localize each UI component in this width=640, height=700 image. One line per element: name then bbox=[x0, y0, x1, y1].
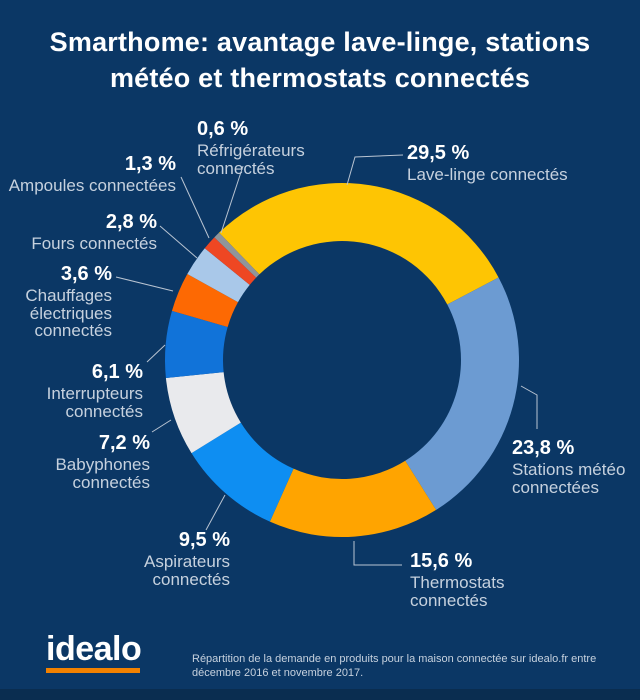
label-aspirateurs: 9,5 % Aspirateurs connectés bbox=[144, 529, 230, 588]
percent-aspirateurs: 9,5 % bbox=[178, 529, 230, 551]
donut-slice-aspirateurs bbox=[191, 422, 294, 522]
leader-line-lave-linge bbox=[346, 154, 404, 186]
donut-slices bbox=[165, 183, 520, 538]
leader-line-interrupteurs bbox=[146, 344, 166, 363]
leader-line-babyphones bbox=[151, 419, 172, 433]
category-chauffages: Chauffages électriques connectés bbox=[25, 286, 112, 340]
leader-line-ampoules bbox=[180, 176, 210, 239]
donut-slice-thermostats bbox=[269, 460, 437, 538]
percent-fours: 2,8 % bbox=[105, 211, 157, 233]
donut-slice-chauffages bbox=[171, 273, 238, 327]
label-refrigerateurs: 0,6 % Réfrigérateurs connectés bbox=[197, 118, 305, 177]
percent-interrupteurs: 6,1 % bbox=[91, 361, 143, 383]
leader-line-fours bbox=[159, 225, 198, 259]
donut-slice-fours bbox=[187, 248, 250, 303]
category-refrigerateurs: Réfrigérateurs connectés bbox=[197, 141, 305, 178]
label-fours: 2,8 % Fours connectés bbox=[31, 211, 157, 253]
percent-lave-linge: 29,5 % bbox=[407, 142, 470, 164]
leader-lines bbox=[115, 154, 538, 566]
label-stations-meteo: 23,8 % Stations météo connectées bbox=[512, 437, 625, 496]
label-thermostats: 15,6 % Thermostats connectés bbox=[410, 550, 504, 609]
leader-line-aspirateurs bbox=[205, 494, 226, 531]
donut-slice-lave-linge bbox=[219, 183, 499, 305]
category-stations-meteo: Stations météo connectées bbox=[512, 460, 626, 497]
leader-line-thermostats bbox=[353, 541, 402, 566]
percent-babyphones: 7,2 % bbox=[98, 432, 150, 454]
percent-thermostats: 15,6 % bbox=[410, 550, 473, 572]
label-lave-linge: 29,5 % Lave-linge connectés bbox=[407, 142, 568, 184]
donut-slice-stations-meteo bbox=[405, 277, 520, 510]
category-thermostats: Thermostats connectés bbox=[410, 573, 505, 610]
title-line-1: Smarthome: avantage lave-linge, stations bbox=[49, 27, 591, 57]
footer: idealo Répartition de la demande en prod… bbox=[0, 626, 640, 700]
category-babyphones: Babyphones connectés bbox=[55, 455, 150, 492]
source-note: Répartition de la demande en produits po… bbox=[192, 653, 597, 679]
logo-underline bbox=[46, 668, 140, 673]
leader-line-chauffages bbox=[115, 276, 174, 292]
category-lave-linge: Lave-linge connectés bbox=[407, 165, 568, 184]
percent-chauffages: 3,6 % bbox=[60, 263, 112, 285]
donut-slice-babyphones bbox=[165, 372, 241, 454]
leader-line-refrigerateurs bbox=[220, 165, 244, 234]
label-ampoules: 1,3 % Ampoules connectées bbox=[9, 153, 176, 195]
percent-ampoules: 1,3 % bbox=[124, 153, 176, 175]
leader-line-stations-meteo bbox=[520, 385, 538, 429]
category-interrupteurs: Interrupteurs connectés bbox=[46, 384, 143, 421]
category-aspirateurs: Aspirateurs connectés bbox=[144, 552, 230, 589]
page-title: Smarthome: avantage lave-linge, stations… bbox=[0, 24, 640, 96]
bottom-strip bbox=[0, 689, 640, 700]
category-fours: Fours connectés bbox=[31, 234, 157, 253]
category-ampoules: Ampoules connectées bbox=[8, 176, 176, 195]
idealo-logo-text: idealo bbox=[46, 630, 142, 668]
label-interrupteurs: 6,1 % Interrupteurs connectés bbox=[47, 361, 143, 420]
percent-stations-meteo: 23,8 % bbox=[512, 437, 575, 459]
label-babyphones: 7,2 % Babyphones connectés bbox=[55, 432, 150, 491]
idealo-logo: idealo bbox=[46, 630, 142, 673]
percent-refrigerateurs: 0,6 % bbox=[197, 118, 249, 140]
label-chauffages: 3,6 % Chauffages électriques connectés bbox=[25, 263, 112, 340]
donut-slice-ampoules bbox=[204, 237, 257, 285]
title-line-2: météo et thermostats connectés bbox=[109, 63, 531, 93]
donut-slice-refrigerateurs bbox=[214, 232, 260, 278]
donut-slice-interrupteurs bbox=[165, 310, 228, 379]
